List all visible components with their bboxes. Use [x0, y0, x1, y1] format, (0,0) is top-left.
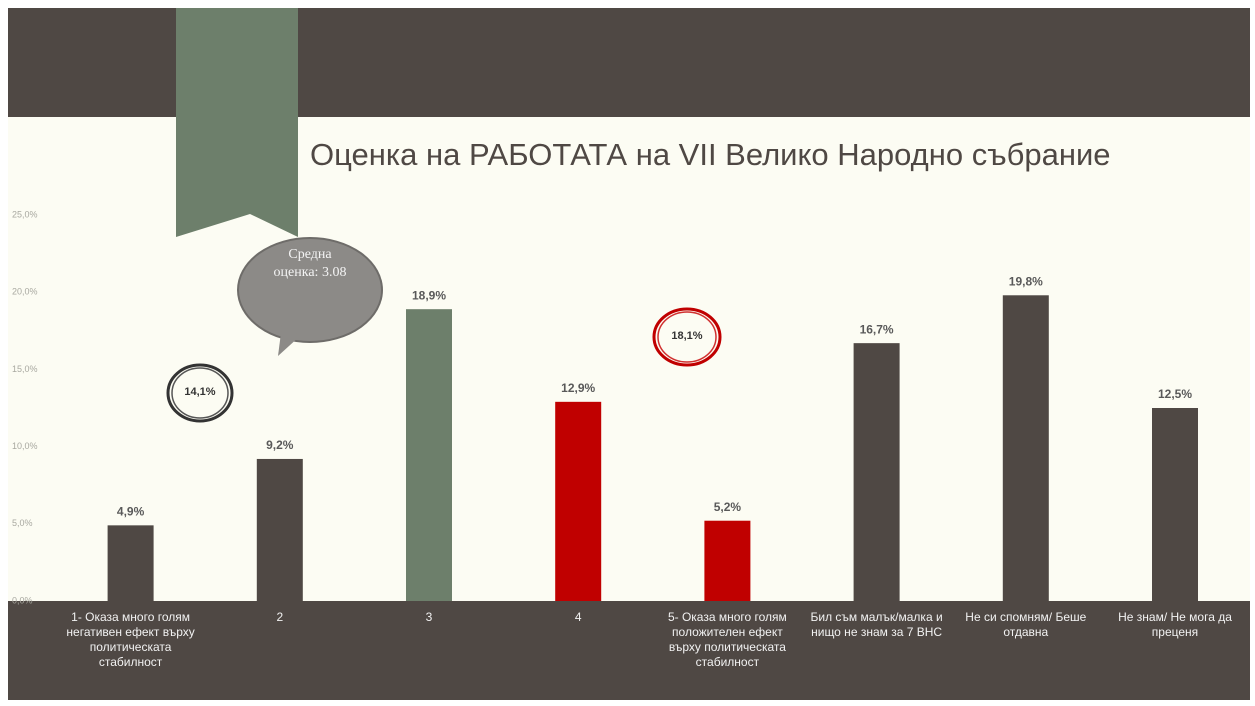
- x-tick-label: 3: [425, 610, 433, 624]
- x-tick-label: Не си спомням/ Беше отдавна: [965, 610, 1087, 639]
- y-tick-label: 0,0%: [12, 595, 33, 605]
- bar: [704, 520, 751, 601]
- x-tick-label: Не знам/ Не мога да преценя: [1118, 610, 1232, 639]
- y-tick-label: 15,0%: [12, 364, 38, 374]
- x-tick-label: Бил съм малък/малка и нищо не знам за 7 …: [810, 610, 943, 639]
- bubble-text: Средна оценка: 3.08: [273, 247, 347, 280]
- value-label: 12,5%: [1158, 387, 1192, 401]
- bar: [406, 309, 452, 601]
- speech-bubble: [237, 237, 383, 343]
- bar: [107, 525, 154, 601]
- footer-band: [8, 601, 1250, 700]
- annotation: 18,1%: [671, 330, 703, 342]
- bar: [1002, 295, 1049, 601]
- circle-mark: [166, 363, 234, 423]
- x-tick-label: 4: [574, 610, 582, 624]
- bar: [1152, 408, 1198, 601]
- value-label: 19,8%: [1009, 274, 1043, 288]
- value-label: 4,9%: [117, 505, 145, 519]
- chart-title: Оценка на РАБОТАТА на VII Велико Народно…: [310, 137, 1111, 172]
- circle-mark: [652, 307, 722, 367]
- value-label: 12,9%: [561, 381, 595, 395]
- annotation: 14,1%: [184, 386, 216, 398]
- value-label: 18,9%: [412, 288, 446, 302]
- value-label: 16,7%: [860, 322, 894, 336]
- circle-mark: [171, 367, 229, 419]
- y-tick-label: 20,0%: [12, 287, 38, 297]
- x-tick-label: 5- Оказа много голям положителен ефект в…: [667, 610, 787, 669]
- y-tick-label: 5,0%: [12, 518, 33, 528]
- x-tick-label: 1- Оказа много голям негативен ефект вър…: [66, 610, 195, 669]
- value-label: 5,2%: [714, 500, 742, 514]
- bubble-tail: [278, 325, 300, 356]
- circle-mark: [657, 311, 717, 363]
- bar: [256, 458, 303, 601]
- value-label: 9,2%: [266, 438, 294, 452]
- bar: [853, 343, 900, 601]
- y-tick-label: 25,0%: [12, 209, 38, 219]
- y-tick-label: 10,0%: [12, 441, 38, 451]
- ribbon: [176, 8, 298, 237]
- bar: [555, 401, 602, 601]
- x-tick-label: 2: [276, 610, 284, 624]
